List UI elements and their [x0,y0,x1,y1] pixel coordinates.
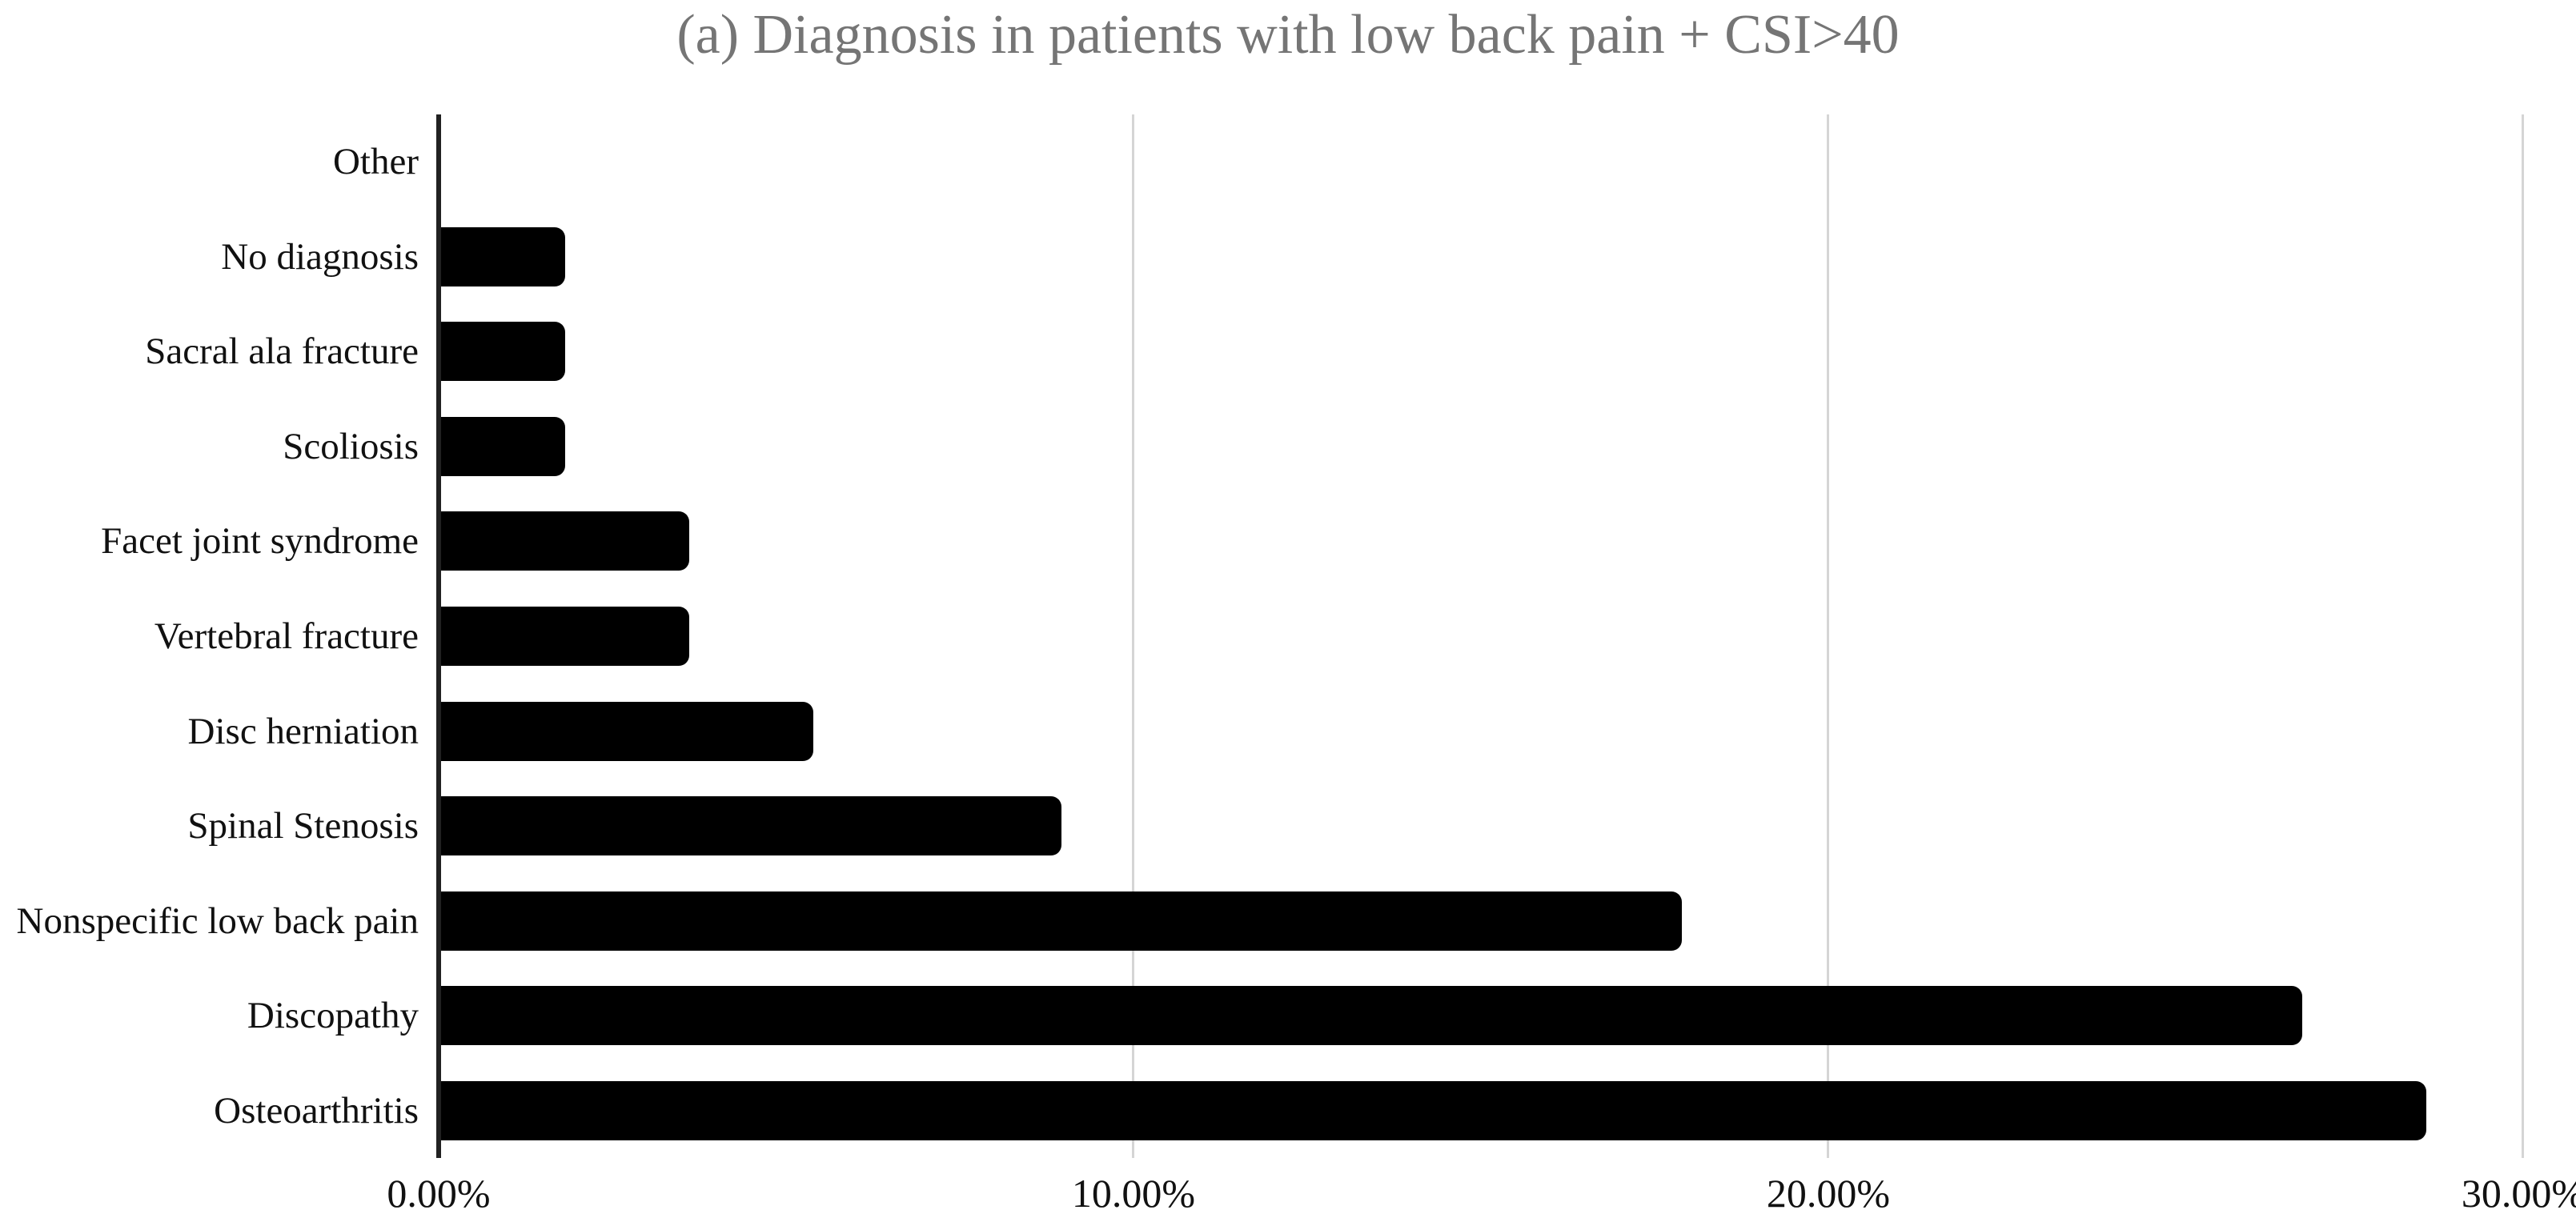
bar [441,416,566,476]
gridline-10-percent [1132,114,1134,1158]
bar-row: No diagnosis [0,209,2576,305]
bar-track [436,873,2526,968]
category-label: Disc herniation [187,710,419,752]
bar-track [436,114,2526,210]
bar-row: Vertebral fracture [0,588,2576,684]
bar-row: Nonspecific low back pain [0,873,2576,968]
bar [441,701,814,761]
bar-row: Sacral ala fracture [0,304,2576,399]
category-label: Facet joint syndrome [101,520,419,563]
bar-row: Other [0,114,2576,210]
category-label: Sacral ala fracture [145,331,419,373]
category-label: Nonspecific low back pain [16,899,419,942]
category-label: Discopathy [247,995,419,1037]
bar-row: Osteoarthritis [0,1063,2576,1159]
bar-row: Discopathy [0,968,2576,1064]
bar-track [436,494,2526,589]
bar-row: Spinal Stenosis [0,778,2576,874]
x-tick-label: 10.00% [1071,1171,1196,1216]
bar [441,322,566,382]
gridline-30-percent [2522,114,2524,1158]
bar-track [436,1063,2526,1159]
x-axis-tick-labels: 0.00% 10.00% 20.00% 30.00% [0,1170,2576,1221]
bar [441,891,1683,951]
plot-area: Other No diagnosis Sacral ala fracture S… [0,114,2576,1159]
category-label: Vertebral fracture [154,615,419,657]
bar-track [436,304,2526,399]
bar-row: Facet joint syndrome [0,494,2576,589]
bar-row: Disc herniation [0,683,2576,779]
bar-track [436,968,2526,1064]
category-label: Other [332,141,419,183]
category-label: Spinal Stenosis [187,805,419,847]
category-label: No diagnosis [221,235,419,278]
bar [441,226,566,286]
bar [441,796,1062,856]
bar [441,511,689,571]
bar-track [436,209,2526,305]
x-tick-label: 0.00% [387,1171,491,1216]
bar-track [436,778,2526,874]
chart-title: (a) Diagnosis in patients with low back … [676,4,1900,66]
bar [441,1080,2426,1140]
category-label: Scoliosis [283,425,419,467]
bar-track [436,399,2526,495]
x-tick-label: 20.00% [1766,1171,1891,1216]
bar-track [436,683,2526,779]
bar-row: Scoliosis [0,399,2576,495]
bar [441,986,2303,1046]
bar-track [436,588,2526,684]
category-label: Osteoarthritis [214,1089,419,1132]
bar [441,607,689,666]
gridline-20-percent [1827,114,1829,1158]
x-tick-label: 30.00% [2461,1171,2576,1216]
bar-rows: Other No diagnosis Sacral ala fracture S… [0,114,2576,1159]
